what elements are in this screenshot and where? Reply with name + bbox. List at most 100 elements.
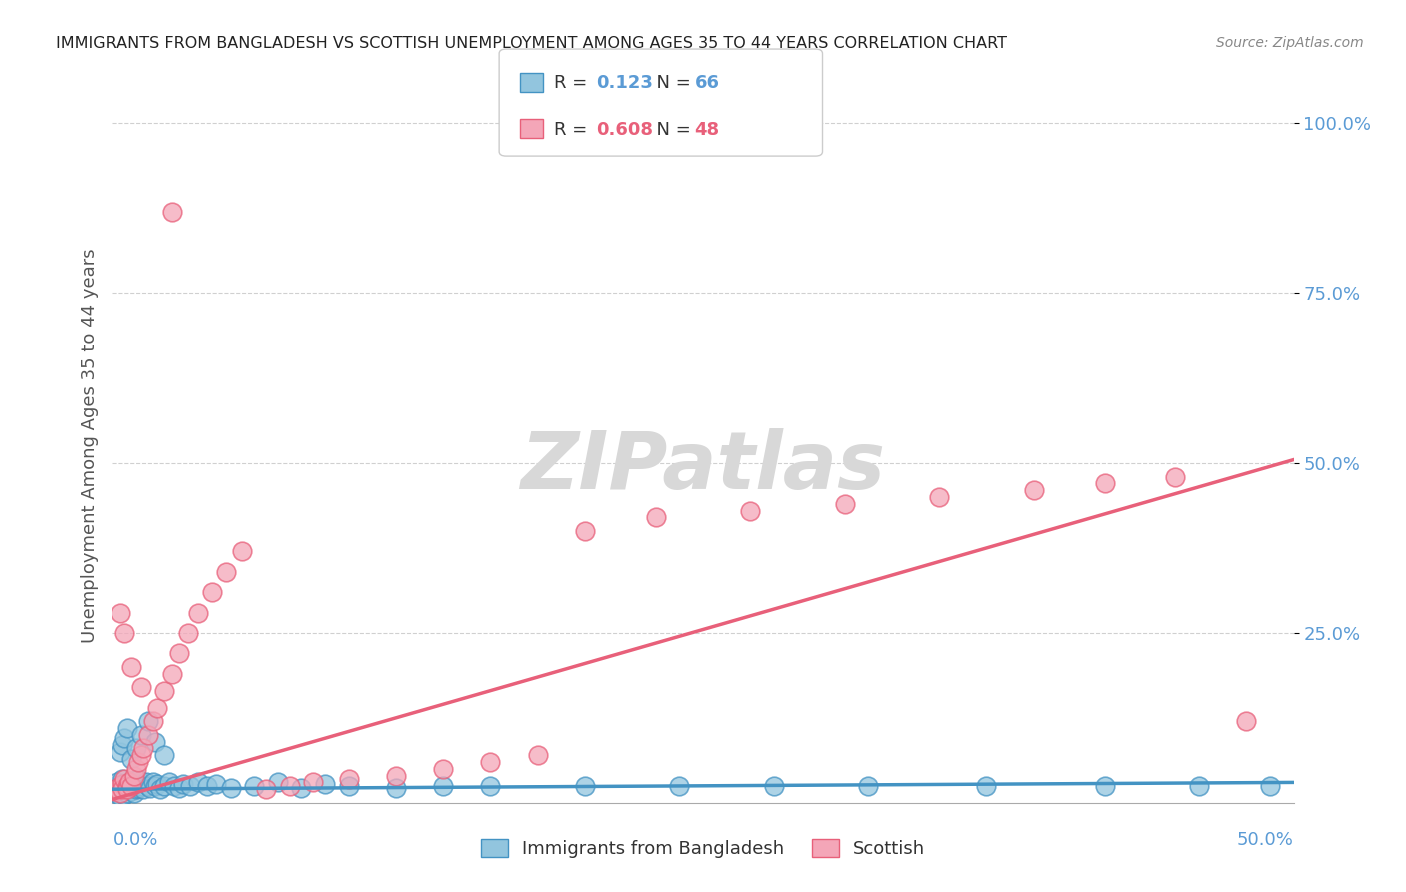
Point [108, 606, 131, 620]
Point [157, 775, 180, 789]
Point [167, 646, 190, 660]
Point [254, 782, 277, 797]
Point [834, 497, 856, 511]
Point [142, 775, 165, 789]
Point [172, 777, 194, 791]
Point [112, 788, 135, 802]
Point [167, 780, 190, 795]
Point [186, 775, 208, 789]
Point [115, 780, 138, 795]
Point [215, 565, 238, 579]
Point [104, 783, 127, 797]
Point [153, 779, 176, 793]
Point [153, 683, 176, 698]
Point [127, 755, 149, 769]
Point [1164, 469, 1187, 483]
Point [118, 782, 141, 797]
Point [163, 779, 186, 793]
Point [160, 666, 183, 681]
Point [432, 762, 454, 776]
Point [108, 786, 131, 800]
Point [762, 779, 785, 793]
Point [179, 779, 201, 793]
Text: N =: N = [645, 74, 697, 93]
Point [115, 782, 138, 797]
Point [976, 779, 998, 793]
Point [115, 779, 138, 793]
Point [111, 782, 134, 797]
Point [574, 524, 596, 538]
Point [111, 738, 134, 752]
Point [115, 786, 138, 800]
Y-axis label: Unemployment Among Ages 35 to 44 years: Unemployment Among Ages 35 to 44 years [80, 249, 98, 643]
Point [149, 782, 172, 797]
Text: IMMIGRANTS FROM BANGLADESH VS SCOTTISH UNEMPLOYMENT AMONG AGES 35 TO 44 YEARS CO: IMMIGRANTS FROM BANGLADESH VS SCOTTISH U… [56, 36, 1007, 51]
Point [1188, 779, 1211, 793]
Point [160, 204, 183, 219]
Point [740, 503, 762, 517]
Point [111, 777, 134, 791]
Point [129, 748, 152, 763]
Point [267, 775, 290, 789]
Point [928, 490, 950, 504]
Point [108, 779, 131, 793]
Point [122, 769, 145, 783]
Point [129, 680, 152, 694]
Text: 0.123: 0.123 [596, 74, 652, 93]
Point [125, 741, 148, 756]
Point [112, 731, 135, 746]
Legend: Immigrants from Bangladesh, Scottish: Immigrants from Bangladesh, Scottish [474, 831, 932, 865]
Point [129, 779, 152, 793]
Point [143, 734, 166, 748]
Point [108, 789, 131, 803]
Point [302, 775, 325, 789]
Point [432, 779, 454, 793]
Point [668, 779, 690, 793]
Point [243, 779, 266, 793]
Point [127, 780, 149, 795]
Point [120, 779, 142, 793]
Point [146, 700, 169, 714]
Point [111, 783, 134, 797]
Point [136, 714, 159, 729]
Point [153, 748, 176, 763]
Point [120, 783, 142, 797]
Point [1094, 779, 1116, 793]
Text: N =: N = [645, 120, 697, 138]
Text: 48: 48 [695, 120, 720, 138]
Point [142, 714, 165, 729]
Point [231, 544, 253, 558]
Point [337, 772, 360, 786]
Text: ZIPatlas: ZIPatlas [520, 428, 886, 507]
Point [120, 779, 142, 793]
Point [219, 780, 242, 795]
Point [125, 782, 148, 797]
Point [314, 777, 336, 791]
Point [118, 775, 141, 789]
Point [135, 775, 157, 789]
Point [105, 775, 128, 789]
Text: R =: R = [554, 74, 593, 93]
Point [177, 626, 200, 640]
Point [105, 780, 128, 795]
Point [479, 755, 502, 769]
Point [278, 779, 301, 793]
Point [125, 762, 148, 776]
Point [136, 779, 159, 793]
Point [112, 777, 135, 791]
Point [858, 779, 880, 793]
Point [129, 728, 152, 742]
Point [115, 721, 138, 735]
Point [120, 751, 142, 765]
Text: 50.0%: 50.0% [1237, 831, 1294, 849]
Point [644, 510, 666, 524]
Point [290, 780, 312, 795]
Point [122, 773, 145, 788]
Point [337, 779, 360, 793]
Point [479, 779, 502, 793]
Point [118, 775, 141, 789]
Point [201, 585, 224, 599]
Point [111, 772, 134, 786]
Point [120, 660, 142, 674]
Text: 0.608: 0.608 [596, 120, 654, 138]
